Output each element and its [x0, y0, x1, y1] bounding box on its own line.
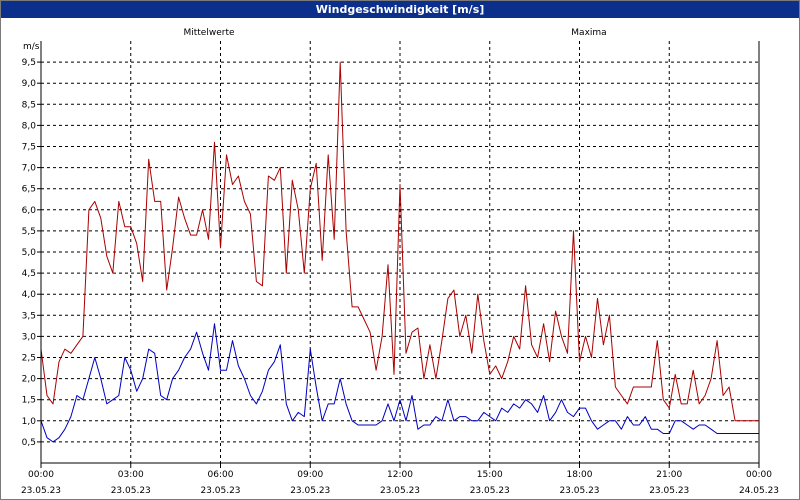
- y-tick-label: 2,0: [22, 375, 37, 385]
- y-tick-label: 0,5: [22, 438, 36, 448]
- y-tick-label: 7,0: [22, 164, 37, 174]
- x-tick-date-label: 23.05.23: [21, 486, 61, 496]
- x-tick-date-label: 23.05.23: [200, 486, 240, 496]
- axes: 0,5 1,0 1,5 2,0 2,5 3,0 3,5 4,0 4,5 5,0 5,5 6,0 6,5 7…: [21, 41, 779, 496]
- y-tick-label: 9,5: [22, 58, 36, 68]
- plot-area: [40, 61, 759, 443]
- y-tick-label: 7,5: [22, 143, 36, 153]
- y-tick-label: 6,0: [22, 206, 37, 216]
- series-line-mittelwerte: [40, 323, 759, 443]
- y-tick-label: 3,0: [22, 332, 37, 342]
- y-tick-label: 3,5: [22, 311, 36, 321]
- y-tick-label: 1,0: [22, 417, 37, 427]
- y-tick-label: 4,5: [22, 269, 36, 279]
- x-tick-date-label: 23.05.23: [559, 486, 599, 496]
- y-tick-label: 6,5: [22, 185, 36, 195]
- x-tick-time-label: 00:00: [746, 470, 772, 480]
- legend-mittelwerte: Mittelwerte: [183, 28, 234, 38]
- y-axis-unit-label: m/s: [23, 42, 40, 52]
- x-tick-time-label: 06:00: [208, 470, 234, 480]
- x-tick-date-label: 23.05.23: [290, 486, 330, 496]
- y-tick-label: 4,0: [22, 290, 37, 300]
- x-tick-time-label: 03:00: [118, 470, 144, 480]
- y-tick-label: 9,0: [22, 79, 37, 89]
- y-tick-label: 2,5: [22, 354, 36, 364]
- y-tick-label: 8,0: [22, 121, 37, 131]
- x-tick-date-label: 24.05.23: [739, 486, 779, 496]
- grid: [41, 41, 759, 463]
- y-tick-label: 5,5: [22, 227, 36, 237]
- x-tick-time-label: 09:00: [297, 470, 323, 480]
- x-tick-time-label: 21:00: [656, 470, 682, 480]
- legend-maxima: Maxima: [571, 28, 606, 38]
- x-tick-time-label: 15:00: [477, 470, 503, 480]
- y-tick-label: 8,5: [22, 100, 36, 110]
- x-tick-time-label: 00:00: [28, 470, 54, 480]
- x-tick-time-label: 12:00: [387, 470, 413, 480]
- chart-title: Windgeschwindigkeit [m/s]: [1, 1, 799, 18]
- x-tick-date-label: 23.05.23: [380, 486, 420, 496]
- x-tick-date-label: 23.05.23: [649, 486, 689, 496]
- x-tick-time-label: 18:00: [567, 470, 593, 480]
- x-tick-date-label: 23.05.23: [111, 486, 151, 496]
- series-line-maxima: [40, 61, 759, 422]
- x-tick-date-label: 23.05.23: [470, 486, 510, 496]
- y-tick-label: 5,0: [22, 248, 37, 258]
- y-tick-label: 1,5: [22, 396, 36, 406]
